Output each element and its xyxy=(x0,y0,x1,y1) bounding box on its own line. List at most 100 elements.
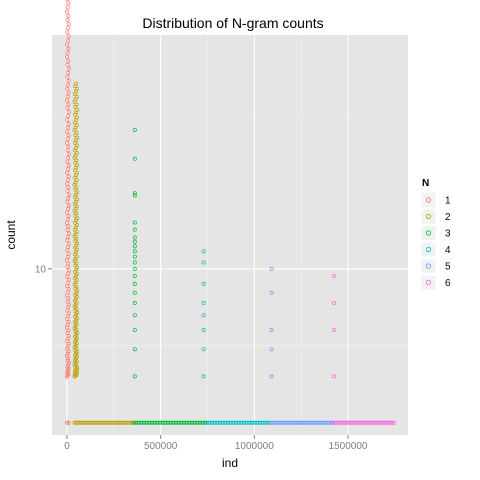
series-1-point xyxy=(65,117,70,122)
series-1-point xyxy=(66,214,71,218)
series-1-point xyxy=(65,54,69,59)
series-1-point xyxy=(65,38,70,43)
series-1-point xyxy=(66,362,71,367)
series-1-point xyxy=(66,277,71,282)
series-1-point xyxy=(66,296,71,301)
series-1-point xyxy=(66,46,71,51)
series-2-point xyxy=(74,254,79,259)
series-2-point xyxy=(72,252,77,257)
series-4-point xyxy=(201,313,206,318)
series-3-point xyxy=(132,235,137,240)
series-1-point xyxy=(65,199,70,204)
series-2-point xyxy=(73,269,78,274)
series-2-point xyxy=(74,81,79,86)
series-1-point xyxy=(66,133,71,138)
series-2-point xyxy=(75,265,80,270)
series-2-point xyxy=(73,302,78,307)
series-1-point xyxy=(65,351,70,356)
series-2-point xyxy=(73,314,78,319)
series-1-point xyxy=(65,82,70,87)
series-1-point xyxy=(65,0,69,2)
series-3-point xyxy=(132,193,137,198)
series-3-point xyxy=(132,227,137,232)
series-1-point xyxy=(65,170,70,175)
series-1-point xyxy=(65,140,69,145)
series-2-point xyxy=(73,239,78,243)
series-2-point xyxy=(74,229,79,234)
data-points xyxy=(65,0,396,425)
series-1-point xyxy=(65,50,70,55)
series-2-point xyxy=(75,310,80,315)
series-4-point xyxy=(201,328,206,333)
chart-title: Distribution of N-gram counts xyxy=(142,15,323,31)
series-1-point xyxy=(65,30,70,35)
series-5-point xyxy=(269,290,274,295)
series-2-point xyxy=(74,290,79,295)
series-1-point xyxy=(65,148,70,153)
series-2-point xyxy=(73,286,78,291)
series-3-point xyxy=(132,266,137,271)
series-1-point xyxy=(65,339,70,343)
series-2-point xyxy=(75,294,79,299)
series-2-point xyxy=(75,271,79,276)
legend-key-2 xyxy=(420,208,437,225)
series-2-point xyxy=(73,280,78,285)
series-4-point xyxy=(201,347,206,352)
series-2-point xyxy=(73,250,78,255)
series-1-point xyxy=(65,364,70,369)
series-3-point xyxy=(132,239,137,244)
series-5-point xyxy=(269,328,274,333)
series-1-point xyxy=(66,224,71,229)
series-1-point xyxy=(65,228,70,232)
series-2-point xyxy=(72,282,77,287)
series-1-point xyxy=(65,17,70,22)
series-1-point xyxy=(65,5,70,10)
legend-label-6: 6 xyxy=(445,278,451,289)
series-3-point xyxy=(132,347,137,352)
series-2-point xyxy=(75,107,80,112)
series-3-point xyxy=(201,420,206,425)
series-2-point xyxy=(130,420,135,425)
series-1-point xyxy=(65,420,69,425)
series-1-point xyxy=(66,78,71,83)
series-2-point xyxy=(75,86,79,91)
legend-label-5: 5 xyxy=(445,262,451,273)
series-1-point xyxy=(66,203,71,208)
series-1-point xyxy=(66,251,71,256)
series-6-point xyxy=(332,301,336,305)
series-3-point xyxy=(132,127,137,132)
series-3-point xyxy=(132,313,137,318)
legend-key-5 xyxy=(420,258,437,274)
series-1-point xyxy=(65,181,69,186)
x-tick-label: 1000000 xyxy=(235,441,274,452)
series-2-point xyxy=(74,158,79,163)
series-2-point xyxy=(75,143,79,148)
series-1-point xyxy=(65,353,69,358)
series-1-point xyxy=(66,22,71,27)
series-1-point xyxy=(66,102,71,107)
series-1-point xyxy=(66,241,71,246)
legend-swatch-6 xyxy=(425,279,432,286)
series-3-point xyxy=(132,374,137,379)
legend-swatch-2 xyxy=(425,213,432,220)
series-1-point xyxy=(66,420,71,425)
legend-key-3 xyxy=(420,225,437,241)
series-1-point xyxy=(66,66,71,71)
grid-lines xyxy=(52,35,408,435)
series-1-point xyxy=(65,207,70,211)
series-3-point xyxy=(132,191,137,196)
x-tick-label: 500000 xyxy=(144,441,178,452)
series-1-point xyxy=(66,144,71,149)
series-1-point xyxy=(65,368,70,373)
series-2-point xyxy=(73,263,78,268)
series-1-point xyxy=(66,174,71,179)
series-2-point xyxy=(73,296,78,301)
series-2-point xyxy=(74,178,79,182)
x-tick-label: 1500000 xyxy=(329,441,368,452)
series-3-point xyxy=(132,281,137,286)
series-1-point xyxy=(66,110,71,115)
series-2-point xyxy=(75,135,80,140)
series-2-point xyxy=(73,245,78,250)
